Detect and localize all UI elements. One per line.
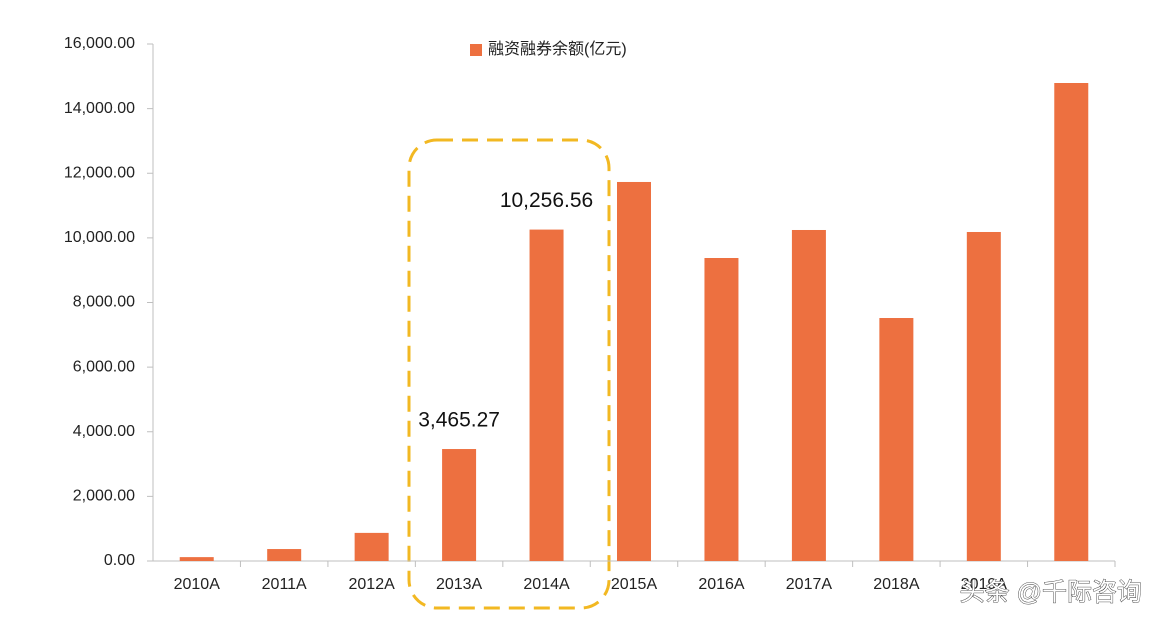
x-tick-label: 2014A bbox=[523, 576, 570, 593]
x-tick-label: 2019A bbox=[961, 576, 1008, 593]
highlight-box bbox=[407, 138, 611, 610]
x-tick-label: 2011A bbox=[262, 576, 307, 593]
bar bbox=[442, 449, 477, 561]
legend-swatch bbox=[470, 44, 482, 56]
bar bbox=[354, 532, 389, 561]
bar bbox=[1054, 83, 1089, 561]
bar bbox=[791, 229, 826, 561]
bar bbox=[617, 181, 651, 562]
bar bbox=[704, 258, 739, 561]
y-tick-label: 2,000.00 bbox=[73, 488, 135, 505]
y-tick-label: 16,000.00 bbox=[64, 35, 135, 52]
bar bbox=[879, 318, 914, 561]
y-tick-label: 12,000.00 bbox=[64, 164, 135, 181]
bar bbox=[966, 231, 1001, 561]
x-tick-label: 2012A bbox=[349, 576, 396, 593]
x-tick-label: 2013A bbox=[436, 576, 483, 593]
y-tick-label: 10,000.00 bbox=[64, 229, 135, 246]
x-tick-label: 2017A bbox=[786, 576, 833, 593]
watermark: 头条 @千际咨询 bbox=[960, 579, 1142, 607]
bar bbox=[179, 557, 214, 561]
y-tick-label: 8,000.00 bbox=[73, 294, 135, 311]
y-tick-label: 14,000.00 bbox=[64, 100, 135, 117]
legend-label: 融资融券余额(亿元) bbox=[488, 39, 627, 58]
data-label: 3,465.27 bbox=[418, 409, 500, 432]
y-tick-label: 0.00 bbox=[104, 552, 135, 569]
data-label: 10,256.56 bbox=[500, 189, 593, 212]
bar bbox=[529, 229, 564, 561]
x-tick-label: 2010A bbox=[174, 576, 221, 593]
y-tick-label: 4,000.00 bbox=[73, 423, 135, 440]
x-tick-label: 2016A bbox=[698, 576, 745, 593]
y-tick-label: 6,000.00 bbox=[73, 358, 135, 375]
x-tick-label: 2015A bbox=[611, 576, 658, 593]
x-tick-label: 2018A bbox=[873, 576, 920, 593]
bar bbox=[267, 549, 302, 561]
